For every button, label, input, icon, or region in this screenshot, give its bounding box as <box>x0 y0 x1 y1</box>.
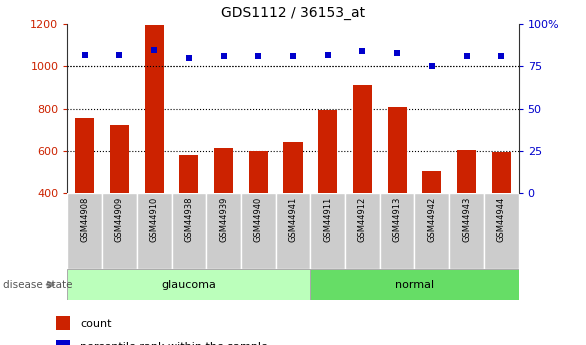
Bar <box>241 193 275 269</box>
Point <box>254 53 263 59</box>
Point <box>462 53 471 59</box>
Bar <box>75 118 94 193</box>
Bar <box>492 152 511 193</box>
Bar <box>284 142 302 193</box>
Bar <box>423 171 441 193</box>
Bar <box>56 316 70 330</box>
Text: GSM44941: GSM44941 <box>288 197 298 242</box>
Point <box>496 53 506 59</box>
Bar <box>484 193 519 269</box>
Text: count: count <box>80 319 112 328</box>
Bar <box>145 25 163 193</box>
Text: GSM44911: GSM44911 <box>323 197 332 242</box>
Text: GSM44940: GSM44940 <box>254 197 263 242</box>
Point <box>184 55 193 61</box>
Point <box>149 47 159 52</box>
Text: GSM44909: GSM44909 <box>115 197 124 242</box>
Text: GSM44912: GSM44912 <box>358 197 367 242</box>
Text: GSM44943: GSM44943 <box>462 197 471 243</box>
Point <box>219 53 229 59</box>
Bar <box>311 193 345 269</box>
Text: percentile rank within the sample: percentile rank within the sample <box>80 342 268 345</box>
Text: GSM44913: GSM44913 <box>393 197 401 243</box>
Bar <box>311 269 519 300</box>
Bar <box>172 193 206 269</box>
Text: GSM44908: GSM44908 <box>80 197 89 243</box>
Text: glaucoma: glaucoma <box>161 280 216 289</box>
Bar <box>449 193 484 269</box>
Bar <box>380 193 414 269</box>
Text: normal: normal <box>395 280 434 289</box>
Point <box>115 52 124 57</box>
Bar <box>102 193 137 269</box>
Bar <box>179 155 199 193</box>
Bar <box>67 193 102 269</box>
Bar <box>353 86 372 193</box>
Text: GSM44939: GSM44939 <box>219 197 228 243</box>
Bar <box>110 125 129 193</box>
Bar <box>67 269 311 300</box>
Point <box>323 52 332 57</box>
Bar <box>137 193 172 269</box>
Point <box>427 63 437 69</box>
Bar <box>56 340 70 345</box>
Text: GSM44938: GSM44938 <box>185 197 193 243</box>
Bar <box>457 150 476 193</box>
Point <box>393 50 402 56</box>
Bar <box>206 193 241 269</box>
Point <box>80 52 90 57</box>
Text: GSM44944: GSM44944 <box>497 197 506 242</box>
Bar <box>345 193 380 269</box>
Point <box>357 48 367 54</box>
Bar <box>275 193 311 269</box>
Point <box>288 53 298 59</box>
Text: GSM44942: GSM44942 <box>427 197 437 242</box>
Title: GDS1112 / 36153_at: GDS1112 / 36153_at <box>221 6 365 20</box>
Text: GSM44910: GSM44910 <box>149 197 159 242</box>
Bar <box>318 110 338 193</box>
Text: disease state: disease state <box>3 280 73 289</box>
Bar <box>387 107 407 193</box>
Bar <box>214 148 233 193</box>
Bar <box>414 193 449 269</box>
Bar <box>248 151 268 193</box>
